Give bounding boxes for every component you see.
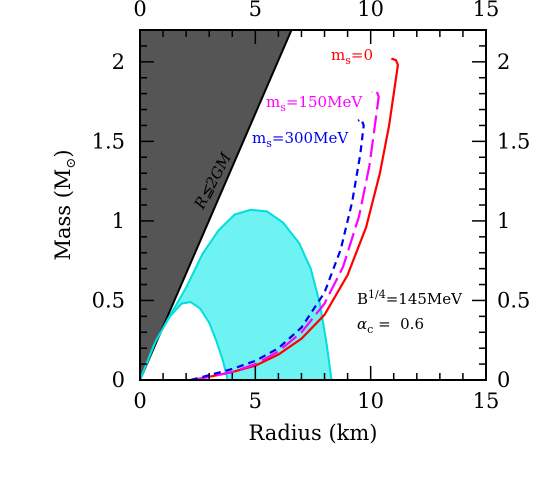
y-tick-label-right: 1	[497, 209, 510, 233]
x-tick-label-top: 10	[357, 0, 384, 21]
y-tick-label: 1	[112, 209, 125, 233]
y-tick-label-right: 0.5	[497, 288, 530, 312]
x-tick-label-top: 5	[249, 0, 262, 21]
series-line-0	[192, 57, 400, 380]
y-axis-label-prefix: Mass (M	[51, 169, 75, 261]
ms150-label: ms=150MeV	[266, 93, 363, 114]
series-layer	[190, 57, 400, 380]
x-axis-label: Radius (km)	[249, 421, 378, 445]
schwarzschild-region	[140, 30, 293, 380]
y-tick-label-right: 0	[497, 368, 510, 392]
ms0-label: ms=0	[331, 46, 373, 67]
x-tick-label: 5	[249, 389, 262, 413]
y-tick-label-right: 1.5	[497, 129, 530, 153]
y-axis-label-suffix: )	[51, 149, 75, 157]
ticks-layer	[139, 29, 487, 381]
ms300-label: ms=300MeV	[252, 129, 349, 150]
x-tick-label: 15	[473, 389, 500, 413]
y-axis-label: Mass (M⊙)	[51, 149, 79, 260]
ms0-value: 0	[363, 46, 373, 64]
x-tick-label-top: 15	[473, 0, 500, 21]
y-tick-label: 0.5	[92, 288, 125, 312]
y-tick-label: 1.5	[92, 129, 125, 153]
sun-symbol: ⊙	[64, 158, 79, 169]
cyan-band-region	[140, 208, 333, 380]
y-tick-label-right: 2	[497, 50, 510, 74]
alpha-label: αc = 0.6	[357, 315, 424, 336]
y-tick-label: 0	[112, 368, 125, 392]
x-tick-label-top: 0	[133, 0, 146, 21]
ms300-value: 300MeV	[284, 129, 349, 147]
x-tick-label: 10	[357, 389, 384, 413]
y-tick-label: 2	[112, 50, 125, 74]
bag-constant-label: B1/4=145MeV	[357, 288, 463, 308]
series-line-1	[192, 89, 380, 380]
series-line-2	[190, 117, 365, 380]
x-tick-label: 0	[133, 389, 146, 413]
ms150-value: 150MeV	[298, 93, 363, 111]
